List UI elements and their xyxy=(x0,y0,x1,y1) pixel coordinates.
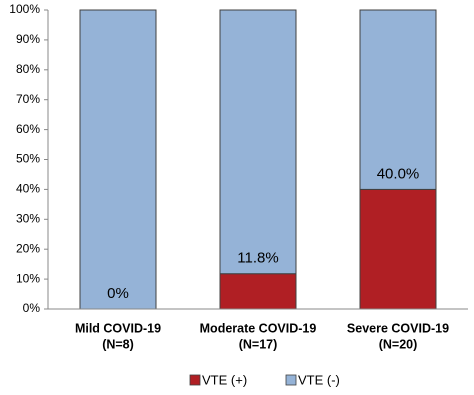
bar-segment xyxy=(219,273,297,310)
bar-segment xyxy=(79,9,157,310)
y-tick-label: 30% xyxy=(16,211,40,225)
x-tick-label: (N=17) xyxy=(239,337,278,351)
data-label: 0% xyxy=(107,285,129,302)
y-tick-label: 50% xyxy=(16,152,40,166)
x-tick-label: (N=8) xyxy=(102,337,134,351)
legend-swatch xyxy=(285,374,297,386)
data-label: 11.8% xyxy=(237,250,278,267)
data-label: 40.0% xyxy=(377,165,420,182)
x-tick-label: Severe COVID-19 xyxy=(347,321,449,335)
y-tick-label: 80% xyxy=(16,62,40,76)
y-tick-label: 60% xyxy=(16,122,40,136)
bar-segment xyxy=(359,188,437,310)
y-tick-label: 20% xyxy=(16,241,40,255)
legend-label: VTE (-) xyxy=(298,372,340,387)
legend-label: VTE (+) xyxy=(202,372,247,387)
y-tick-label: 90% xyxy=(16,32,40,46)
y-tick-label: 40% xyxy=(16,182,40,196)
x-tick-label: Mild COVID-19 xyxy=(75,321,161,335)
x-tick-label: Moderate COVID-19 xyxy=(200,321,317,335)
y-tick-label: 100% xyxy=(9,2,40,16)
bar-segment xyxy=(359,9,437,190)
y-tick-label: 10% xyxy=(16,271,40,285)
x-tick-label: (N=20) xyxy=(379,337,418,351)
bar-segment xyxy=(219,9,297,275)
y-tick-label: 70% xyxy=(16,92,40,106)
y-tick-label: 0% xyxy=(23,301,41,315)
legend-swatch xyxy=(189,374,201,386)
